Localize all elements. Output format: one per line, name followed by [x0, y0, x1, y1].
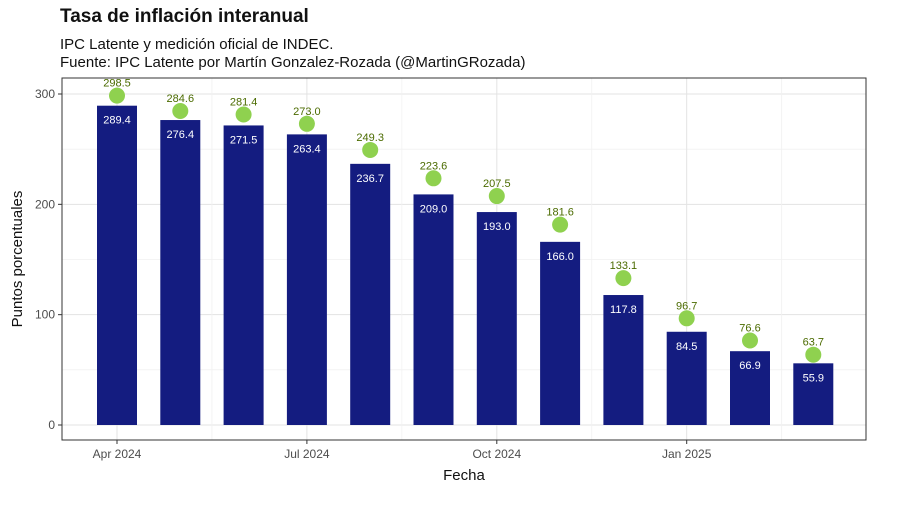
x-tick-label: Apr 2024 [93, 447, 142, 461]
bar-value-label: 55.9 [803, 372, 824, 384]
bar [413, 194, 454, 425]
x-tick-label: Jan 2025 [662, 447, 712, 461]
point-value-label: 281.4 [230, 97, 258, 109]
point-value-label: 298.5 [103, 78, 131, 90]
point [488, 188, 505, 205]
point [109, 87, 125, 104]
bar [540, 241, 581, 425]
axes: 0 100 200 300 Apr 2024 Jul 2024 Oct 2024 Jan 20… [35, 87, 712, 461]
point-value-label: 76.6 [739, 322, 760, 334]
bar-value-label: 236.7 [356, 173, 384, 185]
bar-value-label: 193.0 [483, 221, 511, 233]
point-value-label: 207.5 [483, 178, 511, 190]
x-tick-label: Oct 2024 [472, 447, 521, 461]
point [235, 106, 252, 123]
point [552, 216, 569, 233]
chart-subtitle-line-2: Fuente: IPC Latente por Martín Gonzalez-… [60, 54, 526, 71]
y-axis-title: Puntos porcentuales [9, 191, 26, 328]
point-series [109, 87, 822, 363]
x-axis-title: Fecha [443, 467, 485, 484]
point-value-label: 133.1 [610, 260, 638, 272]
point [298, 115, 315, 132]
point-value-label: 181.6 [546, 207, 574, 219]
y-tick-label: 100 [35, 308, 55, 322]
bar-value-label: 289.4 [103, 115, 131, 127]
bar [793, 363, 834, 425]
bar-value-label: 263.4 [293, 143, 321, 155]
chart-subtitle-line-1: IPC Latente y medición oficial de INDEC. [60, 36, 334, 53]
panel-border [61, 77, 867, 441]
data-labels: 289.4 276.4 271.5 263.4 236.7 209.0 193.0 166.0… [103, 78, 824, 385]
bar [223, 125, 264, 425]
bar-value-label: 209.0 [420, 203, 448, 215]
bar [476, 212, 517, 425]
bar [350, 163, 391, 425]
bar-value-label: 276.4 [167, 129, 195, 141]
bar-value-label: 271.5 [230, 134, 258, 146]
bar-value-label: 166.0 [546, 251, 574, 263]
point [425, 170, 442, 187]
point-value-label: 284.6 [167, 93, 195, 105]
bar [730, 351, 770, 425]
point-value-label: 96.7 [676, 300, 697, 312]
bar [286, 134, 327, 425]
y-tick-label: 200 [35, 197, 55, 211]
y-tick-label: 300 [35, 87, 55, 101]
bar-value-label: 117.8 [610, 304, 637, 316]
point-value-label: 249.3 [356, 132, 384, 144]
point [742, 332, 758, 349]
bar [97, 105, 137, 425]
x-tick-label: Jul 2024 [284, 447, 330, 461]
y-tick-label: 0 [48, 418, 55, 432]
bar [603, 295, 644, 425]
point [362, 141, 379, 158]
point [615, 270, 632, 287]
bar-series [97, 105, 834, 425]
bar [666, 331, 707, 425]
bar-value-label: 84.5 [676, 341, 697, 353]
point [678, 310, 695, 327]
point [805, 346, 822, 363]
point [172, 102, 189, 119]
chart-title: Tasa de inflación interanual [60, 6, 309, 27]
point-value-label: 273.0 [293, 106, 321, 118]
bar-value-label: 66.9 [739, 360, 760, 372]
point-value-label: 223.6 [420, 160, 448, 172]
point-value-label: 63.7 [803, 337, 824, 349]
bar [160, 120, 201, 425]
